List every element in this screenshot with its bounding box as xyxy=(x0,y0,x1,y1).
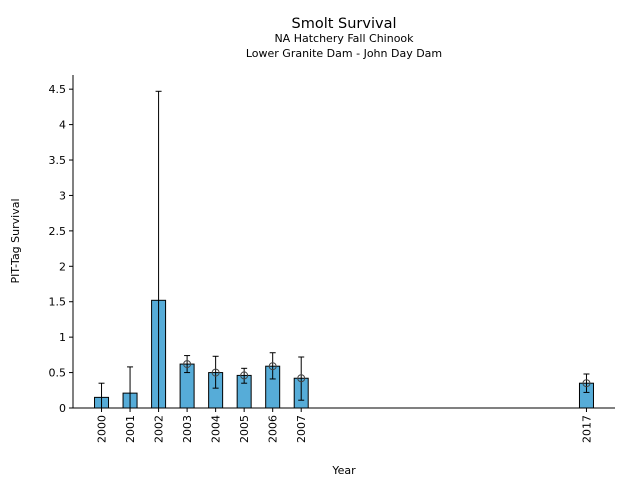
x-tick-label: 2005 xyxy=(238,415,251,443)
x-tick-label: 2006 xyxy=(267,415,280,443)
y-tick-label: 0.5 xyxy=(49,367,67,380)
y-tick-label: 3 xyxy=(59,189,66,202)
point-marker-2007 xyxy=(297,374,306,383)
y-tick-label: 0 xyxy=(59,402,66,415)
y-tick-label: 4 xyxy=(59,119,66,132)
y-tick-label: 1 xyxy=(59,331,66,344)
y-tick-label: 4.5 xyxy=(49,83,67,96)
point-marker-2017 xyxy=(582,379,591,388)
y-axis-label: PIT-Tag Survival xyxy=(9,198,22,283)
chart-subtitle-2: Lower Granite Dam - John Day Dam xyxy=(246,47,442,60)
x-tick-label: 2000 xyxy=(96,415,109,443)
x-tick-label: 2002 xyxy=(153,415,166,443)
point-marker-2004 xyxy=(211,368,220,377)
x-tick-label: 2001 xyxy=(124,415,137,443)
point-marker-2003 xyxy=(183,360,192,369)
x-tick-label: 2017 xyxy=(580,415,593,443)
point-marker-2005 xyxy=(240,371,249,380)
chart-title: Smolt Survival xyxy=(292,16,397,32)
x-tick-label: 2007 xyxy=(295,415,308,443)
x-axis-label: Year xyxy=(331,464,356,477)
y-tick-label: 2.5 xyxy=(49,225,67,238)
y-tick-label: 1.5 xyxy=(49,296,67,309)
point-marker-2006 xyxy=(268,362,277,371)
chart-subtitle-1: NA Hatchery Fall Chinook xyxy=(274,32,414,45)
x-tick-label: 2003 xyxy=(181,415,194,443)
x-tick-label: 2004 xyxy=(210,415,223,443)
y-tick-label: 2 xyxy=(59,260,66,273)
y-tick-label: 3.5 xyxy=(49,154,67,167)
